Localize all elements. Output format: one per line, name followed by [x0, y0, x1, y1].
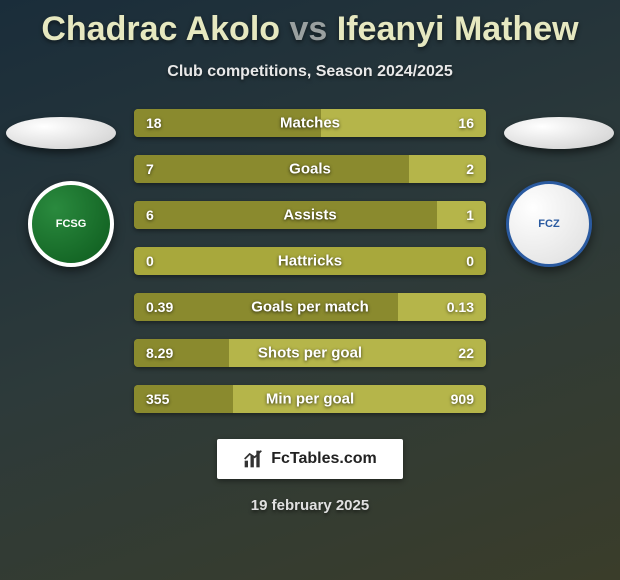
stat-value-left: 18	[146, 115, 162, 131]
stat-label: Goals per match	[251, 299, 369, 316]
stat-value-left: 8.29	[146, 345, 173, 361]
stat-row: 355 909 Min per goal	[134, 385, 486, 413]
stat-bar-right	[409, 155, 486, 183]
player2-name: Ifeanyi Mathew	[337, 10, 579, 48]
stat-value-right: 22	[458, 345, 474, 361]
player1-name: Chadrac Akolo	[41, 10, 280, 48]
footer-date: 19 february 2025	[0, 497, 620, 514]
page-title: Chadrac Akolo vs Ifeanyi Mathew	[0, 0, 620, 49]
stat-label: Assists	[283, 207, 336, 224]
stat-row: 6 1 Assists	[134, 201, 486, 229]
stat-row: 7 2 Goals	[134, 155, 486, 183]
stat-value-right: 909	[451, 391, 474, 407]
stat-row: 8.29 22 Shots per goal	[134, 339, 486, 367]
stat-label: Min per goal	[266, 391, 354, 408]
stat-label: Matches	[280, 115, 340, 132]
stat-value-right: 0.13	[447, 299, 474, 315]
stat-label: Shots per goal	[258, 345, 362, 362]
stat-value-right: 16	[458, 115, 474, 131]
stat-value-right: 2	[466, 161, 474, 177]
stat-label: Hattricks	[278, 253, 342, 270]
stat-row: 0.39 0.13 Goals per match	[134, 293, 486, 321]
crest-left-label: FCSG	[56, 218, 87, 230]
vs-label: vs	[290, 10, 328, 48]
stat-bar-right	[437, 201, 486, 229]
subtitle: Club competitions, Season 2024/2025	[0, 63, 620, 81]
stat-value-right: 1	[466, 207, 474, 223]
stat-row: 18 16 Matches	[134, 109, 486, 137]
chart-icon	[243, 449, 263, 469]
stat-bar-left	[134, 155, 409, 183]
stat-row: 0 0 Hattricks	[134, 247, 486, 275]
stat-value-left: 355	[146, 391, 169, 407]
crest-right-label: FCZ	[538, 218, 559, 230]
stat-value-left: 0.39	[146, 299, 173, 315]
decor-ellipse-left	[6, 117, 116, 149]
stat-value-left: 0	[146, 253, 154, 269]
stat-value-right: 0	[466, 253, 474, 269]
decor-ellipse-right	[504, 117, 614, 149]
stat-value-left: 6	[146, 207, 154, 223]
club-crest-right: FCZ	[506, 181, 592, 267]
comparison-content: FCSG FCZ 18 16 Matches 7 2 Goals 6 1 Assists 0 0 Ha…	[0, 109, 620, 413]
stat-label: Goals	[289, 161, 331, 178]
club-crest-left: FCSG	[28, 181, 114, 267]
footer-logo: FcTables.com	[217, 439, 403, 479]
footer-site: FcTables.com	[271, 450, 377, 468]
stat-rows: 18 16 Matches 7 2 Goals 6 1 Assists 0 0 Hattricks 0.…	[134, 109, 486, 413]
stat-value-left: 7	[146, 161, 154, 177]
